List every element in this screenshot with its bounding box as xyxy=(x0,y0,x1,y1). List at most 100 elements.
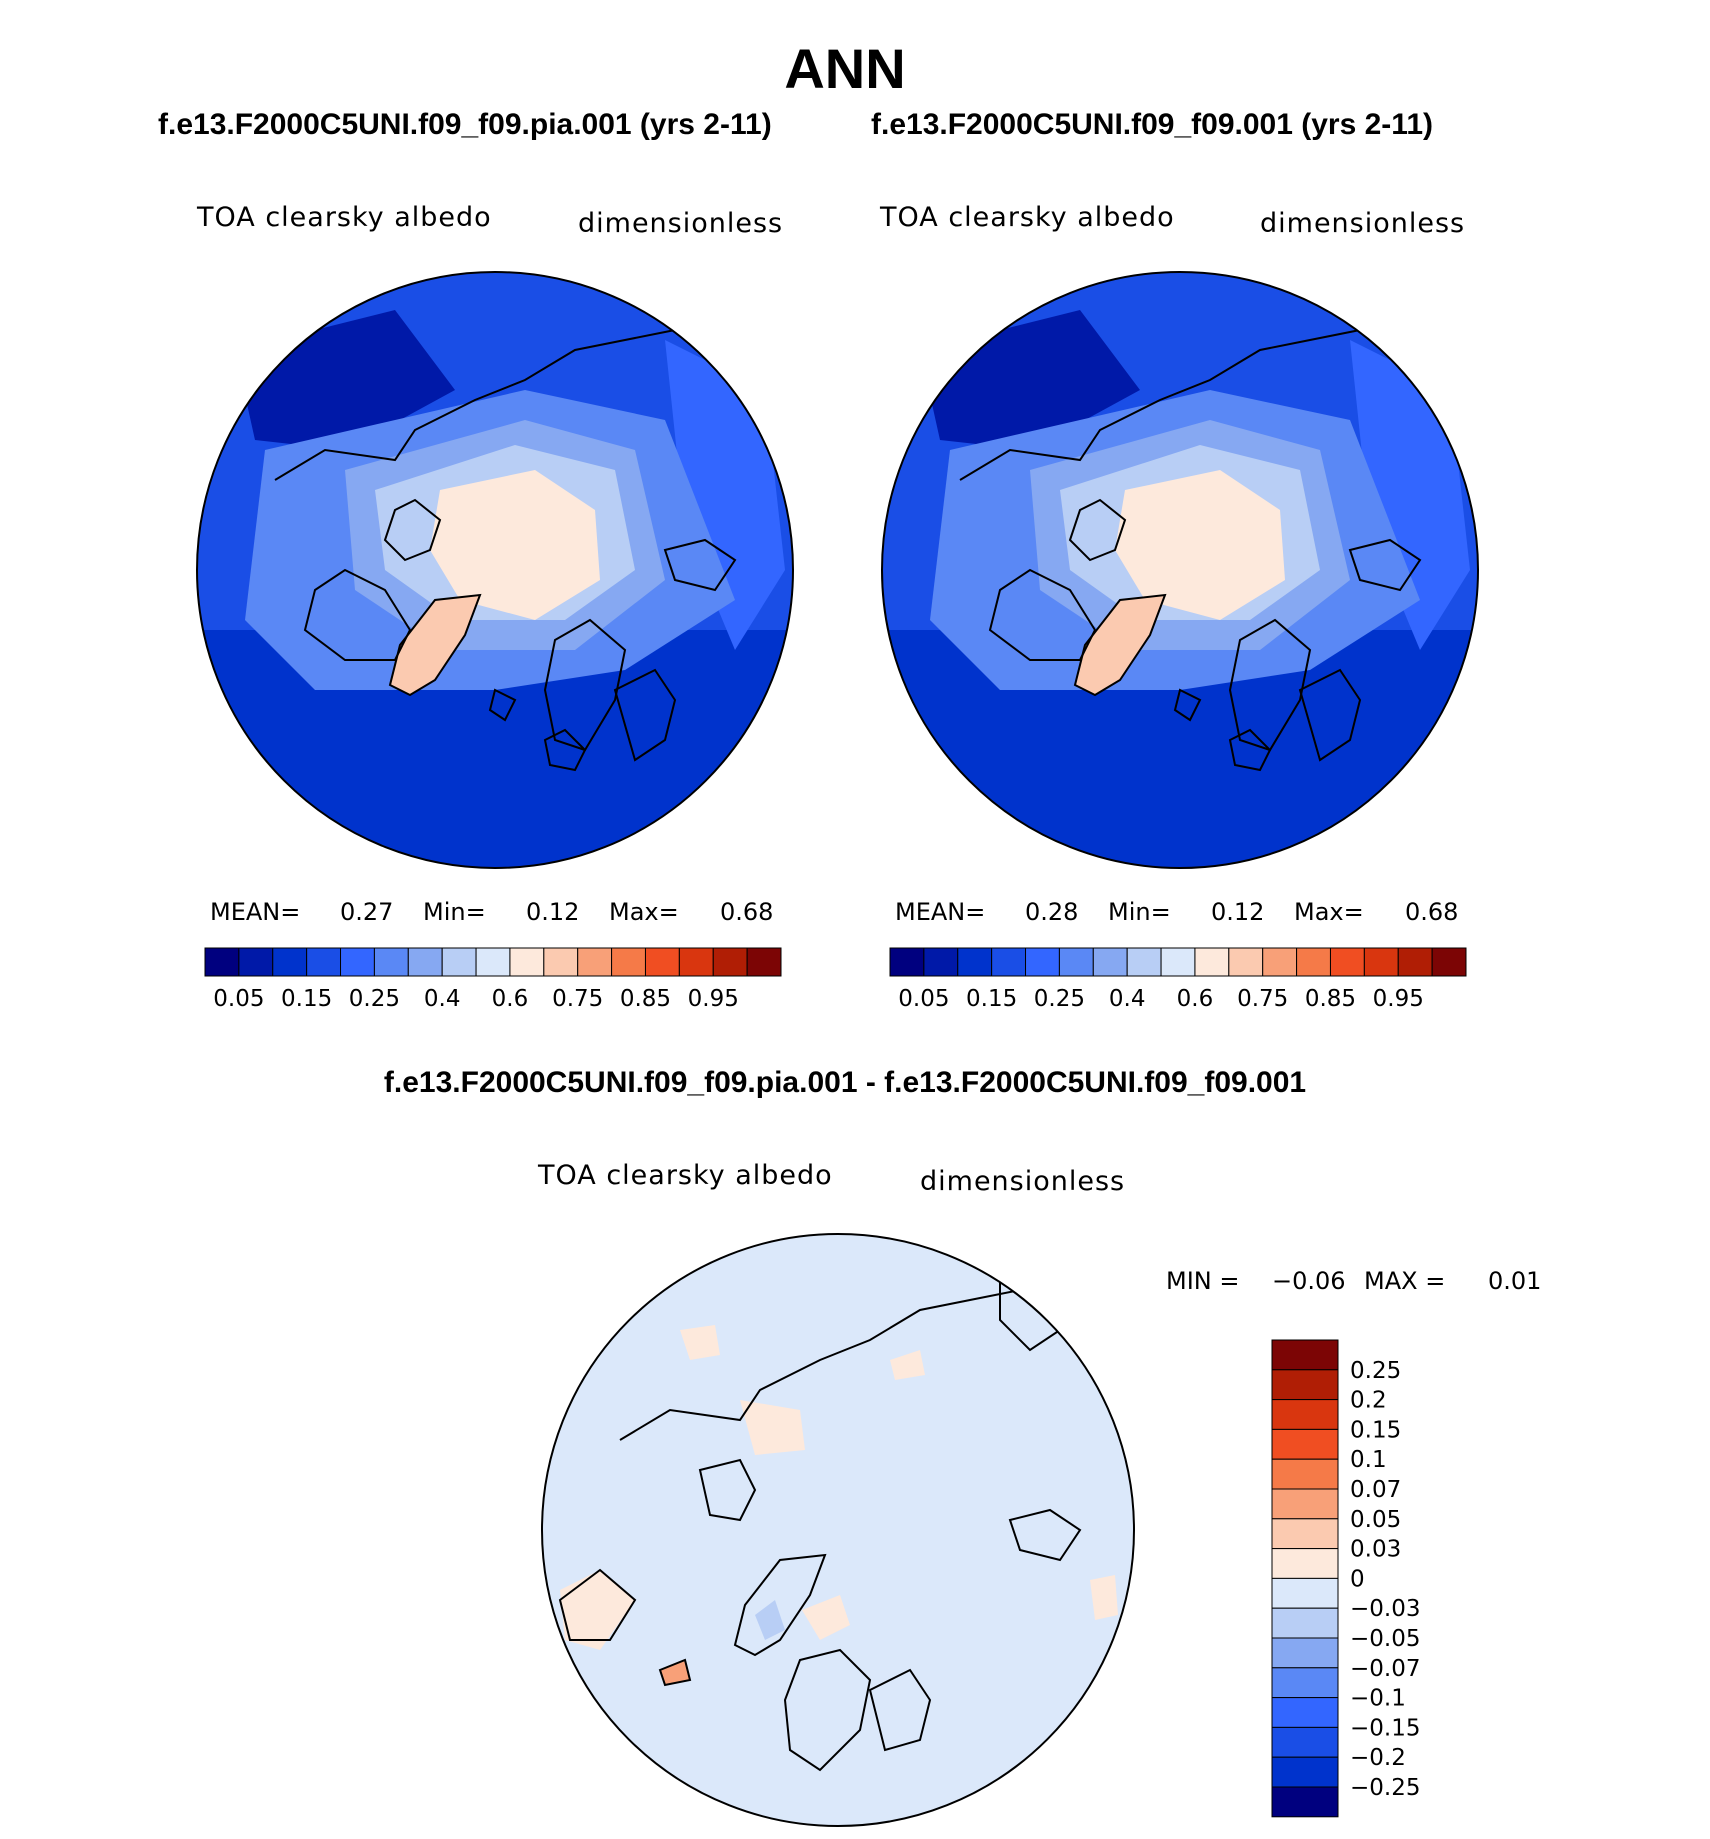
panel1-colorbar: 0.05 0.15 0.25 0.4 0.6 0.75 0.85 0.95 xyxy=(204,947,782,1012)
colorbar-box xyxy=(1025,947,1060,977)
colorbar-label: −0.15 xyxy=(1350,1715,1420,1741)
colorbar-label: −0.03 xyxy=(1350,1596,1420,1622)
panel1-max-label: Max= xyxy=(609,898,679,926)
difference-units-label: dimensionless xyxy=(920,1166,1126,1197)
difference-variable-label: TOA clearsky albedo xyxy=(538,1160,833,1191)
colorbar-label: 0.15 xyxy=(966,986,1017,1012)
panel1-max-value: 0.68 xyxy=(720,898,774,926)
colorbar-box xyxy=(475,947,511,977)
colorbar-box xyxy=(1271,1369,1339,1401)
colorbar-box xyxy=(1271,1399,1339,1430)
colorbar-label: 0.15 xyxy=(1350,1417,1401,1443)
colorbar-box xyxy=(340,947,375,977)
colorbar-label: 0.95 xyxy=(1373,986,1424,1012)
colorbar-label: 0.85 xyxy=(620,986,671,1012)
difference-max-label: MAX = xyxy=(1364,1267,1446,1295)
colorbar-box xyxy=(306,947,342,977)
colorbar-label: 0.25 xyxy=(349,986,400,1012)
colorbar-box xyxy=(1271,1518,1339,1550)
panel2-max-label: Max= xyxy=(1294,898,1364,926)
colorbar-box xyxy=(204,947,240,977)
colorbar-box xyxy=(1271,1458,1339,1490)
colorbar-box xyxy=(1271,1667,1339,1699)
colorbar-box xyxy=(407,947,443,977)
colorbar-label: 0.6 xyxy=(1177,986,1214,1012)
colorbar-label: 0.1 xyxy=(1350,1447,1387,1473)
colorbar-box xyxy=(1271,1577,1339,1609)
colorbar-label: −0.25 xyxy=(1350,1775,1420,1801)
figure-title: ANN xyxy=(784,37,906,100)
colorbar-box xyxy=(611,947,646,977)
colorbar-label: 0.25 xyxy=(1034,986,1085,1012)
colorbar-box xyxy=(1271,1697,1339,1728)
colorbar-label: 0.4 xyxy=(424,986,461,1012)
colorbar-box xyxy=(1228,947,1264,977)
colorbar-label: 0 xyxy=(1350,1566,1365,1592)
colorbar-box xyxy=(272,947,308,977)
panel2-mean-value: 0.28 xyxy=(1025,898,1079,926)
colorbar-box xyxy=(1262,947,1298,977)
colorbar-box xyxy=(1329,947,1365,977)
colorbar-box xyxy=(1271,1637,1339,1669)
colorbar-box xyxy=(1271,1339,1339,1371)
panel2-polar-map xyxy=(881,271,1479,869)
difference-min-label: MIN = xyxy=(1166,1267,1240,1295)
panel2-min-label: Min= xyxy=(1108,898,1171,926)
panel2-colorbar: 0.05 0.15 0.25 0.4 0.6 0.75 0.85 0.95 xyxy=(889,947,1467,1012)
colorbar-box xyxy=(889,947,925,977)
colorbar-box xyxy=(1271,1726,1339,1758)
panel2-variable-label: TOA clearsky albedo xyxy=(880,202,1175,233)
panel1-mean-value: 0.27 xyxy=(340,898,394,926)
panel1-units-label: dimensionless xyxy=(578,208,784,239)
colorbar-box xyxy=(373,947,409,977)
colorbar-box xyxy=(1271,1607,1339,1639)
colorbar-box xyxy=(441,947,477,977)
colorbar-box xyxy=(1092,947,1128,977)
panel1-case-title: f.e13.F2000C5UNI.f09_f09.pia.001 (yrs 2-… xyxy=(158,108,772,141)
colorbar-box xyxy=(712,947,748,977)
colorbar-label: 0.6 xyxy=(492,986,529,1012)
colorbar-label: 0.05 xyxy=(898,986,949,1012)
colorbar-label: −0.1 xyxy=(1350,1686,1406,1712)
colorbar-box xyxy=(1296,947,1331,977)
colorbar-box xyxy=(1194,947,1230,977)
colorbar-box xyxy=(644,947,680,977)
colorbar-box xyxy=(1058,947,1094,977)
colorbar-label: −0.07 xyxy=(1350,1656,1420,1682)
panel2-mean-label: MEAN= xyxy=(895,898,986,926)
colorbar-label: 0.95 xyxy=(688,986,739,1012)
colorbar-label: −0.2 xyxy=(1350,1745,1406,1771)
colorbar-box xyxy=(923,947,959,977)
panel2-min-value: 0.12 xyxy=(1211,898,1265,926)
colorbar-box xyxy=(1271,1548,1339,1579)
colorbar-label: 0.07 xyxy=(1350,1477,1401,1503)
colorbar-label: 0.25 xyxy=(1350,1358,1401,1384)
colorbar-box xyxy=(1271,1488,1339,1520)
colorbar-box xyxy=(577,947,613,977)
colorbar-box xyxy=(1126,947,1162,977)
colorbar-box xyxy=(1160,947,1196,977)
colorbar-label: 0.75 xyxy=(552,986,603,1012)
colorbar-box xyxy=(1271,1786,1339,1818)
difference-max-value: 0.01 xyxy=(1488,1267,1542,1295)
colorbar-box xyxy=(991,947,1027,977)
colorbar-label: 0.2 xyxy=(1350,1388,1387,1414)
panel1-polar-map xyxy=(196,271,794,869)
colorbar-box xyxy=(1431,947,1467,977)
colorbar-box xyxy=(1271,1428,1339,1460)
colorbar-box xyxy=(1271,1756,1339,1788)
colorbar-label: 0.05 xyxy=(1350,1507,1401,1533)
panel1-mean-label: MEAN= xyxy=(210,898,301,926)
panel2-units-label: dimensionless xyxy=(1260,208,1466,239)
colorbar-label: 0.85 xyxy=(1305,986,1356,1012)
colorbar-box xyxy=(509,947,545,977)
panel1-min-label: Min= xyxy=(423,898,486,926)
colorbar-box xyxy=(238,947,274,977)
difference-title: f.e13.F2000C5UNI.f09_f09.pia.001 - f.e13… xyxy=(383,1066,1307,1099)
difference-min-value: −0.06 xyxy=(1272,1267,1346,1295)
colorbar-label: −0.05 xyxy=(1350,1626,1420,1652)
panel2-max-value: 0.68 xyxy=(1405,898,1459,926)
colorbar-box xyxy=(957,947,993,977)
colorbar-box xyxy=(746,947,782,977)
colorbar-label: 0.15 xyxy=(281,986,332,1012)
